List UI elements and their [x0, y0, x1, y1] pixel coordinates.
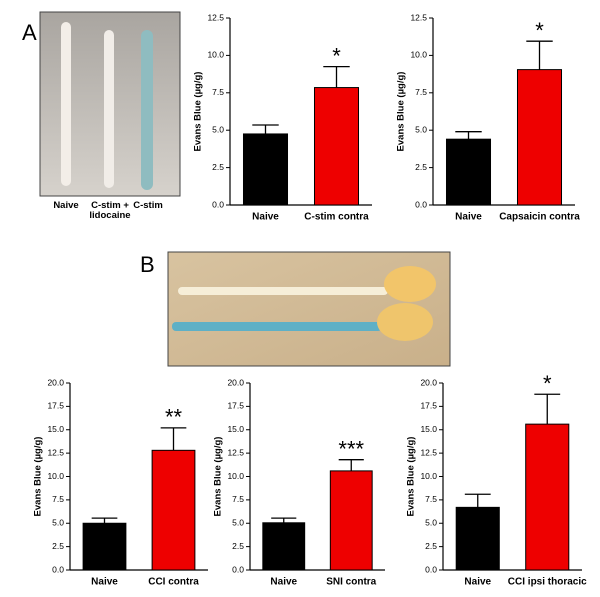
bar: [516, 69, 563, 206]
y-tick-label: 5.0: [425, 518, 437, 528]
x-tick-label: Naive: [252, 212, 279, 223]
y-tick-label: 17.5: [227, 401, 244, 411]
x-tick-label: SNI contra: [326, 577, 376, 588]
panel-label: B: [140, 252, 155, 277]
y-tick-label: 15.0: [420, 424, 437, 434]
y-tick-label: 10.0: [420, 471, 437, 481]
bar: [525, 423, 570, 571]
y-tick-label: 0.0: [425, 564, 437, 574]
x-tick-label: C-stim contra: [304, 212, 369, 223]
x-tick-label: CCI contra: [148, 577, 199, 588]
photo-label: C-stim + lidocaine: [89, 200, 131, 221]
photo-label: Naive: [53, 200, 79, 211]
y-tick-label: 5.0: [415, 124, 427, 134]
y-tick-label: 12.5: [410, 12, 427, 22]
significance: *: [543, 371, 552, 396]
x-tick-label: Naive: [91, 577, 118, 588]
y-axis-label: Evans Blue (µg/g): [396, 72, 407, 152]
y-tick-label: 2.5: [52, 541, 64, 551]
y-tick-label: 7.5: [52, 494, 64, 504]
y-tick-label: 15.0: [47, 424, 64, 434]
y-tick-label: 7.5: [415, 87, 427, 97]
y-tick-label: 10.0: [207, 50, 224, 60]
photo-a: [39, 11, 181, 197]
y-tick-label: 0.0: [52, 564, 64, 574]
y-tick-label: 20.0: [420, 377, 437, 387]
y-tick-label: 5.0: [212, 124, 224, 134]
y-tick-label: 2.5: [425, 541, 437, 551]
panel-label: A: [22, 20, 37, 45]
y-tick-label: 10.0: [227, 471, 244, 481]
y-tick-label: 10.0: [410, 50, 427, 60]
y-tick-label: 5.0: [232, 518, 244, 528]
y-tick-label: 7.5: [232, 494, 244, 504]
y-tick-label: 17.5: [420, 401, 437, 411]
x-tick-label: Naive: [270, 577, 297, 588]
y-tick-label: 0.0: [212, 199, 224, 209]
y-tick-label: 2.5: [232, 541, 244, 551]
y-tick-label: 12.5: [207, 12, 224, 22]
y-tick-label: 7.5: [425, 494, 437, 504]
y-axis-label: Evans Blue (µg/g): [213, 437, 224, 517]
y-tick-label: 0.0: [415, 199, 427, 209]
y-tick-label: 17.5: [47, 401, 64, 411]
bar: [262, 522, 306, 571]
x-tick-label: Naive: [455, 212, 482, 223]
significance: *: [332, 43, 341, 68]
y-tick-label: 7.5: [212, 87, 224, 97]
y-tick-label: 2.5: [212, 162, 224, 172]
bar: [313, 87, 360, 206]
y-axis-label: Evans Blue (µg/g): [33, 437, 44, 517]
bar: [329, 470, 373, 571]
y-tick-label: 20.0: [47, 377, 64, 387]
y-tick-label: 12.5: [227, 447, 244, 457]
y-tick-label: 15.0: [227, 424, 244, 434]
y-tick-label: 0.0: [232, 564, 244, 574]
y-tick-label: 2.5: [415, 162, 427, 172]
y-tick-label: 5.0: [52, 518, 64, 528]
bar: [151, 449, 196, 571]
bar: [242, 133, 289, 206]
x-tick-label: CCI ipsi thoracic: [508, 577, 587, 588]
y-tick-label: 20.0: [227, 377, 244, 387]
x-tick-label: Naive: [464, 577, 491, 588]
y-axis-label: Evans Blue (µg/g): [193, 72, 204, 152]
y-tick-label: 10.0: [47, 471, 64, 481]
significance: *: [535, 18, 544, 43]
x-tick-label: Capsaicin contra: [499, 212, 580, 223]
photo-b: [167, 251, 451, 367]
bar: [455, 506, 500, 571]
y-tick-label: 12.5: [420, 447, 437, 457]
y-tick-label: 12.5: [47, 447, 64, 457]
significance: **: [165, 405, 183, 430]
bar: [82, 522, 127, 571]
photo-label: C-stim: [133, 200, 163, 211]
significance: ***: [338, 436, 364, 461]
y-axis-label: Evans Blue (µg/g): [406, 437, 417, 517]
bar: [445, 138, 492, 206]
